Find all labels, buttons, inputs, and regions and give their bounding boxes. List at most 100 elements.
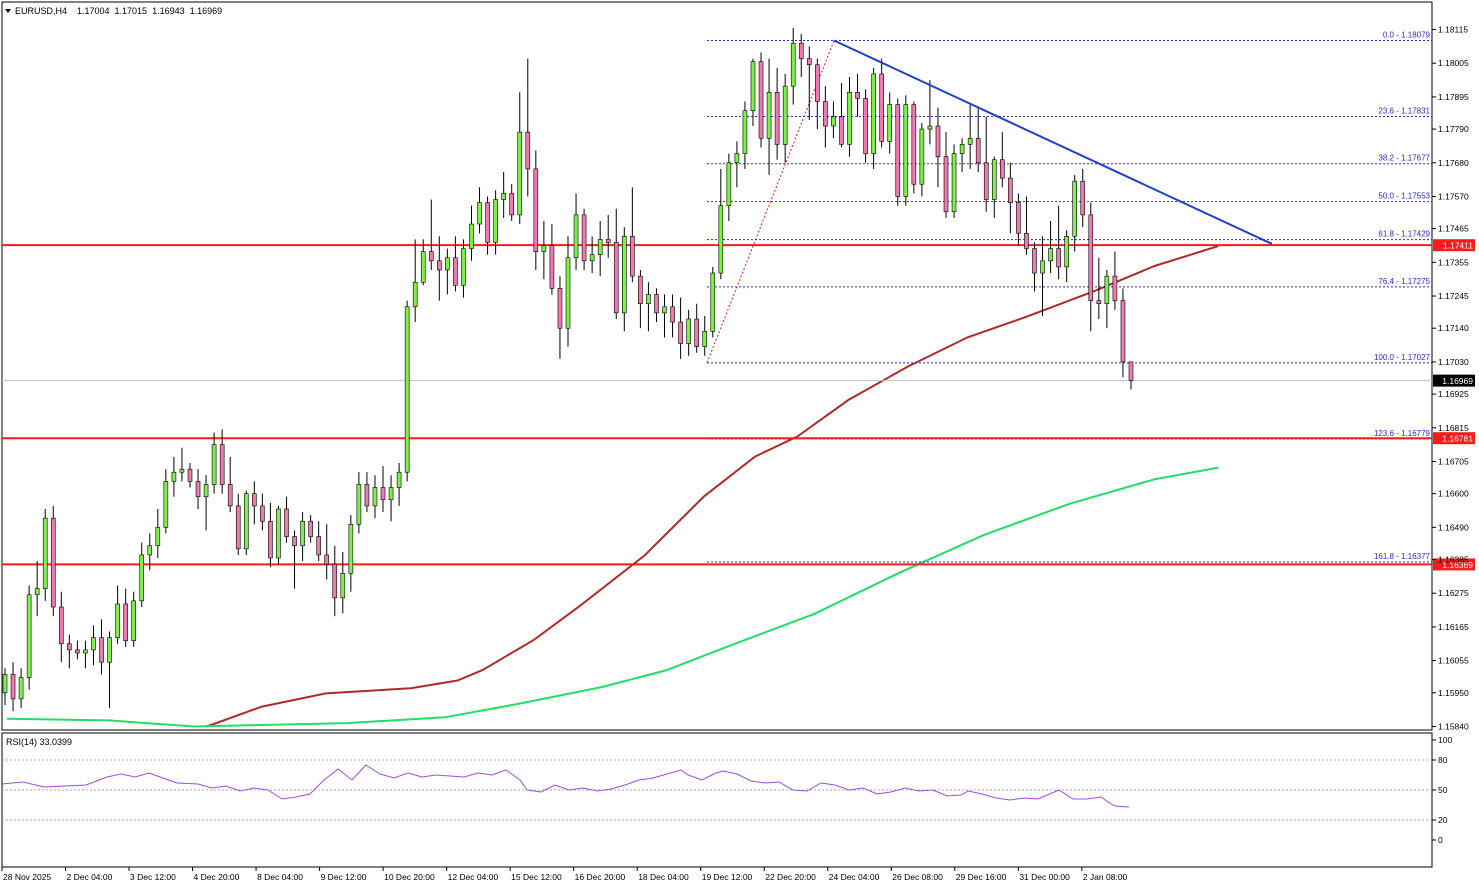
candle xyxy=(895,98,901,206)
price-tick-label: 1.15840 xyxy=(1438,722,1469,732)
candle xyxy=(871,67,876,169)
bear-candle-body xyxy=(806,58,812,66)
candle xyxy=(863,89,868,163)
bear-candle-body xyxy=(1016,202,1021,234)
price-tick-label: 1.17355 xyxy=(1438,257,1469,267)
candle xyxy=(469,205,474,261)
rsi-label: RSI(14) 33.0399 xyxy=(6,737,72,747)
price-tick-label: 1.16705 xyxy=(1438,456,1469,466)
bear-candle-body xyxy=(895,104,901,197)
bear-candle-body xyxy=(380,487,386,501)
bear-candle-body xyxy=(268,520,273,559)
bull-candle-body xyxy=(702,330,708,347)
fib-level-label: 0.0 - 1.18079 xyxy=(1383,31,1431,40)
candlesticks xyxy=(2,27,1134,712)
candle xyxy=(935,107,941,188)
candle xyxy=(815,58,820,130)
bear-candle-body xyxy=(1000,159,1005,179)
trendline[interactable] xyxy=(833,39,1273,245)
rsi-indicator: 100 80 50 20 0 xyxy=(1,735,1452,845)
candle xyxy=(453,236,458,292)
current-price-label: 1.16969 xyxy=(1442,376,1473,386)
bull-candle-body xyxy=(171,471,177,482)
candle xyxy=(509,184,515,221)
time-tick-label: 2 Jan 08:00 xyxy=(1083,872,1128,882)
bull-candle-body xyxy=(597,239,603,255)
bear-candle-body xyxy=(123,603,128,642)
price-tick-label: 1.18005 xyxy=(1438,58,1469,68)
candle xyxy=(589,236,595,274)
candle xyxy=(477,187,482,234)
bull-candle-body xyxy=(163,481,169,528)
bull-candle-body xyxy=(951,153,957,213)
bull-candle-body xyxy=(621,236,627,314)
bull-candle-body xyxy=(107,637,112,663)
bear-candle-body xyxy=(1112,275,1118,301)
candle xyxy=(412,239,418,323)
candle xyxy=(831,101,836,139)
candle xyxy=(99,619,104,675)
bull-candle-body xyxy=(750,61,756,111)
price-tick-label: 1.17680 xyxy=(1438,158,1469,168)
candle xyxy=(203,475,209,531)
bull-candle-body xyxy=(903,104,909,197)
bull-candle-body xyxy=(710,272,716,332)
price-tick-label: 1.16275 xyxy=(1438,588,1469,598)
bear-candle-body xyxy=(453,257,458,286)
candle xyxy=(428,199,434,271)
candle xyxy=(123,588,128,647)
bear-candle-body xyxy=(678,321,683,344)
candle xyxy=(565,236,571,347)
bull-candle-body xyxy=(91,637,96,651)
candle xyxy=(163,469,169,534)
dropdown-triangle-icon[interactable] xyxy=(5,9,11,13)
bear-candle-body xyxy=(10,674,16,700)
candle xyxy=(340,551,346,614)
candle xyxy=(943,132,949,218)
price-tag-label: 1.17411 xyxy=(1443,241,1473,251)
candle xyxy=(967,104,973,169)
candle xyxy=(806,46,812,120)
candle xyxy=(179,447,185,482)
bull-candle-body xyxy=(686,318,691,344)
candle xyxy=(284,496,289,543)
candle xyxy=(139,542,145,608)
bear-candle-body xyxy=(638,275,643,305)
fib-level-label: 38.2 - 1.17677 xyxy=(1378,154,1430,163)
candle xyxy=(798,34,804,77)
bear-candle-body xyxy=(437,260,442,271)
horizontal-levels[interactable]: 1.17411 1.16781 1.16369 1.16969 xyxy=(2,239,1475,571)
bull-candle-body xyxy=(1064,236,1069,268)
time-tick-label: 29 Dec 16:00 xyxy=(956,872,1007,882)
candle xyxy=(1000,132,1005,188)
candle xyxy=(131,591,136,647)
fibonacci-retracement[interactable]: 0.0 - 1.18079 23.6 - 1.17831 38.2 - 1.1767… xyxy=(706,31,1432,563)
bear-candle-body xyxy=(1032,248,1037,274)
bear-candle-body xyxy=(839,116,844,145)
candle xyxy=(1128,361,1134,390)
bull-candle-body xyxy=(734,153,740,164)
price-axis[interactable]: 1.18115 1.18005 1.17895 1.17790 1.17680 1.175… xyxy=(1432,25,1469,732)
candle xyxy=(782,73,788,163)
price-tick-label: 1.17465 xyxy=(1438,224,1469,234)
time-tick-label: 19 Dec 12:00 xyxy=(702,872,753,882)
bear-candle-body xyxy=(50,517,56,608)
bear-candle-body xyxy=(1080,180,1086,216)
descending-trendline[interactable] xyxy=(833,39,1273,245)
moving-average-line xyxy=(6,466,1219,728)
candle xyxy=(605,214,611,258)
fib-level-label: 161.8 - 1.16377 xyxy=(1374,552,1431,561)
bull-candle-body xyxy=(388,487,394,501)
candle xyxy=(1096,257,1102,320)
candle xyxy=(1032,242,1037,292)
candle xyxy=(404,300,410,482)
time-axis[interactable]: 28 Nov 2025 2 Dec 04:00 3 Dec 12:00 4 Dec 2… xyxy=(1,867,1128,882)
bull-candle-body xyxy=(445,257,450,271)
bear-candle-body xyxy=(630,236,635,277)
candle xyxy=(517,92,523,225)
rsi-line xyxy=(1,764,1130,808)
candle xyxy=(638,270,643,329)
candle xyxy=(597,220,603,277)
price-tick-label: 1.18115 xyxy=(1438,25,1468,35)
